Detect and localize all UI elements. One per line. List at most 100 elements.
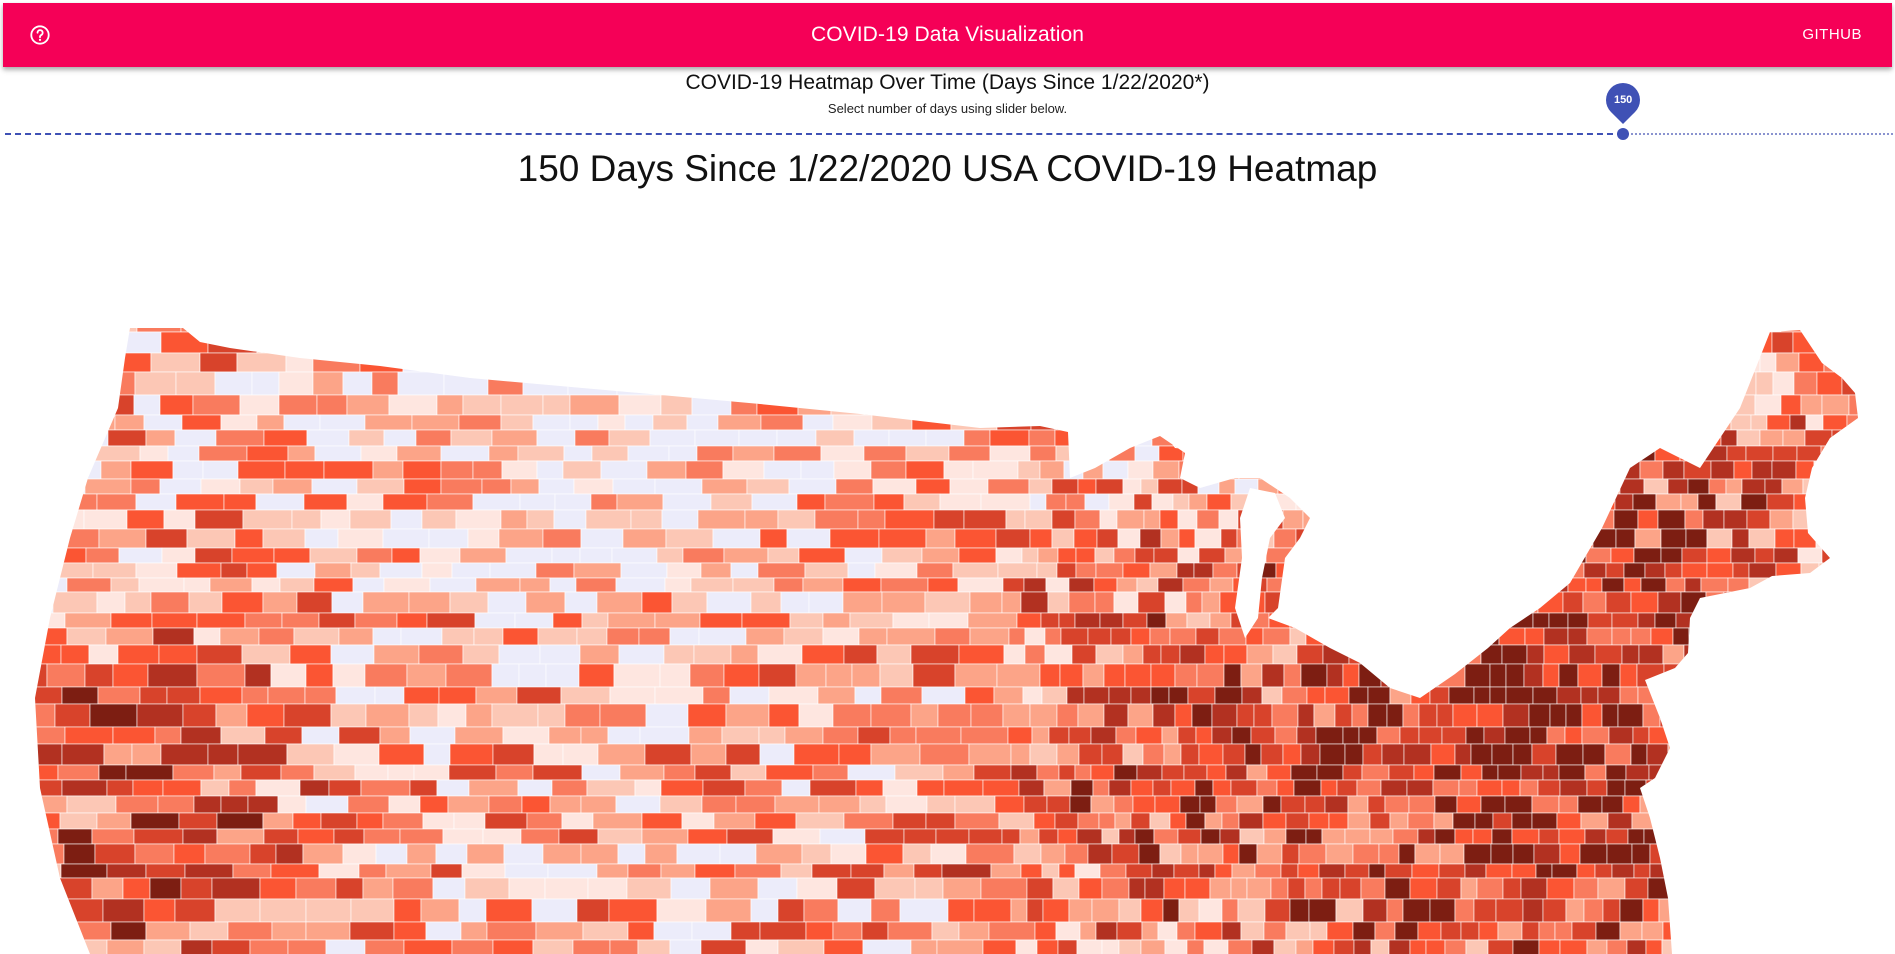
county-cell [1010,764,1038,781]
county-cell [1034,921,1057,941]
county-cell [1489,429,1512,447]
county-cell [552,612,583,629]
county-cell [1855,644,1858,665]
days-slider[interactable]: 150 [5,75,1893,154]
county-cell [219,328,262,333]
county-cell [943,460,974,480]
county-cell [1724,812,1744,830]
county-cell [683,371,729,396]
county-cell [1857,445,1858,462]
county-cell [1223,663,1242,688]
county-cell [1095,478,1124,495]
county-cell [1416,577,1442,593]
county-cell [1406,779,1434,797]
county-cell [198,445,248,462]
county-cell [838,743,872,766]
county-cell [1729,726,1750,745]
county-cell [758,663,797,688]
county-cell [333,743,380,766]
county-cell [866,331,905,354]
county-cell [443,371,489,396]
county-cell [1056,703,1079,728]
county-cell [1634,528,1662,549]
slider-thumb[interactable] [1617,128,1629,140]
county-cell [1868,780,1884,796]
county-cell [652,414,688,431]
county-cell [466,843,505,865]
county-cell [1842,331,1858,354]
county-cell [934,627,971,646]
county-cell [702,779,746,797]
county-cell [1487,562,1514,579]
county-cell [1738,703,1767,728]
county-cell [1716,779,1745,797]
county-cell [969,627,1010,646]
county-cell [1746,509,1771,530]
county-cell [1363,371,1386,396]
county-cell [815,429,855,447]
county-cell [360,445,398,462]
help-button[interactable] [25,20,55,50]
county-cell [1056,743,1080,766]
county-cell [1461,612,1489,629]
county-cell [881,591,926,614]
county-cell [1658,898,1681,923]
county-cell [1124,663,1152,688]
county-cell [151,612,198,629]
county-cell [1759,644,1783,665]
county-cell [1439,843,1465,865]
county-cell [446,352,479,373]
county-cell [348,429,385,447]
county-cell [180,939,213,954]
county-cell [1150,663,1176,688]
county-cell [1526,644,1545,665]
county-cell [641,812,683,830]
county-cell [1152,779,1172,797]
county-cell [1477,509,1499,530]
county-cell [1369,577,1397,593]
county-cell [449,591,489,614]
county-cell [1521,921,1540,941]
county-cell [788,478,837,495]
county-cell [1018,779,1045,797]
github-link[interactable]: GITHUB [1802,26,1862,43]
county-cell [1137,591,1166,614]
county-cell [480,328,524,333]
county-cell [849,612,894,629]
county-cell [182,828,218,845]
county-cell [1347,812,1371,830]
county-cell [1328,414,1352,431]
county-cell [822,331,868,354]
county-cell [1392,509,1417,530]
county-cell [1055,921,1081,941]
county-cell [1285,828,1307,845]
county-cell [1185,812,1206,830]
county-cell [1641,921,1664,941]
county-cell [1196,509,1220,530]
county-cell [713,812,756,830]
county-cell [580,843,619,865]
county-cell [1410,591,1431,614]
county-cell [1380,663,1403,688]
county-cell [1336,779,1358,797]
county-cell [1258,414,1276,431]
county-cell [1605,591,1632,614]
county-cell [1316,764,1344,781]
county-cell [1497,764,1522,781]
county-cell [207,331,258,354]
county-cell [1406,478,1424,495]
county-cell [1457,509,1479,530]
county-cell [1527,493,1549,511]
county-cell [1624,779,1647,797]
county-cell [209,577,253,593]
county-cell [237,743,288,766]
county-cell [954,795,996,814]
county-cell [1049,371,1075,396]
county-cell [1542,764,1560,781]
county-cell [134,843,175,865]
county-cell [360,779,411,797]
county-cell [1154,328,1179,333]
county-cell [458,414,502,431]
county-cell [45,460,74,480]
county-cell [1339,877,1362,900]
